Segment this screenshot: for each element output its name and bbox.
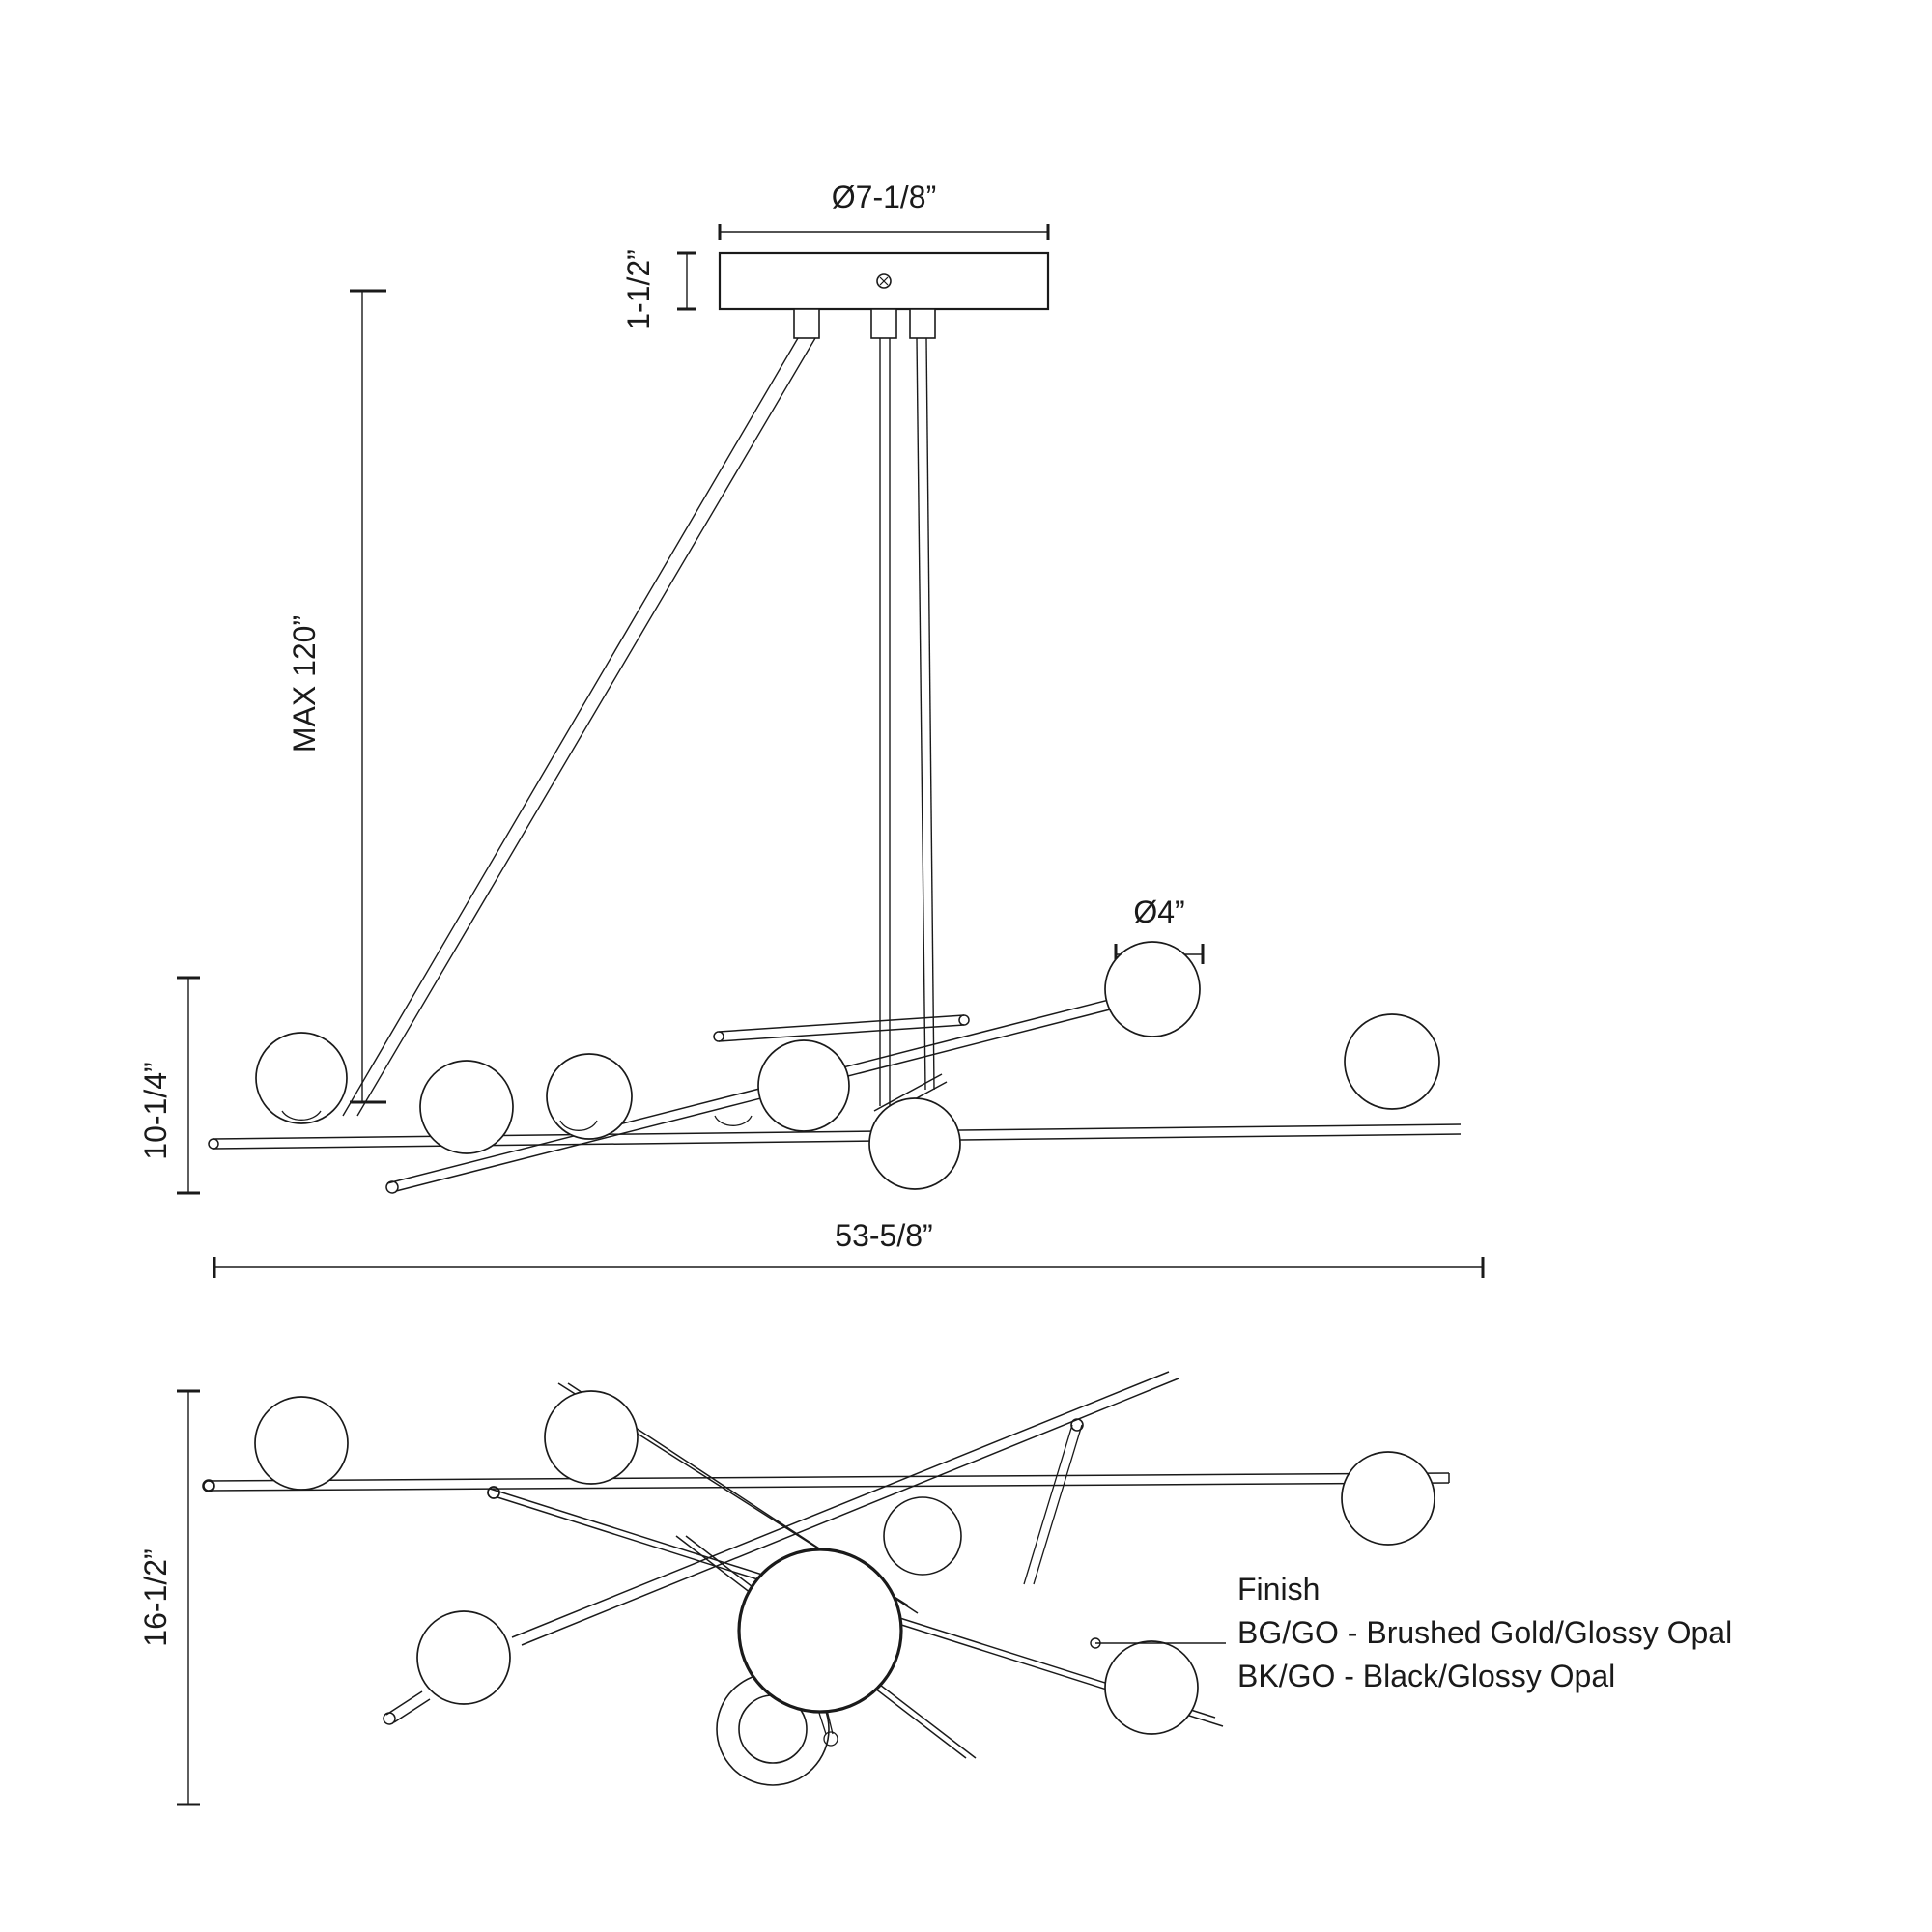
- svg-text:BK/GO - Black/Glossy Opal: BK/GO - Black/Glossy Opal: [1237, 1659, 1615, 1693]
- svg-text:Finish: Finish: [1237, 1572, 1320, 1606]
- svg-text:10-1/4”: 10-1/4”: [138, 1062, 173, 1159]
- svg-text:Ø4”: Ø4”: [1133, 895, 1184, 929]
- svg-text:1-1/2”: 1-1/2”: [621, 249, 656, 330]
- svg-text:BG/GO - Brushed Gold/Glossy Op: BG/GO - Brushed Gold/Glossy Opal: [1237, 1615, 1732, 1650]
- svg-text:MAX 120”: MAX 120”: [287, 615, 322, 753]
- svg-text:Ø7-1/8”: Ø7-1/8”: [832, 180, 936, 214]
- svg-text:53-5/8”: 53-5/8”: [835, 1218, 932, 1253]
- svg-text:16-1/2”: 16-1/2”: [138, 1548, 173, 1646]
